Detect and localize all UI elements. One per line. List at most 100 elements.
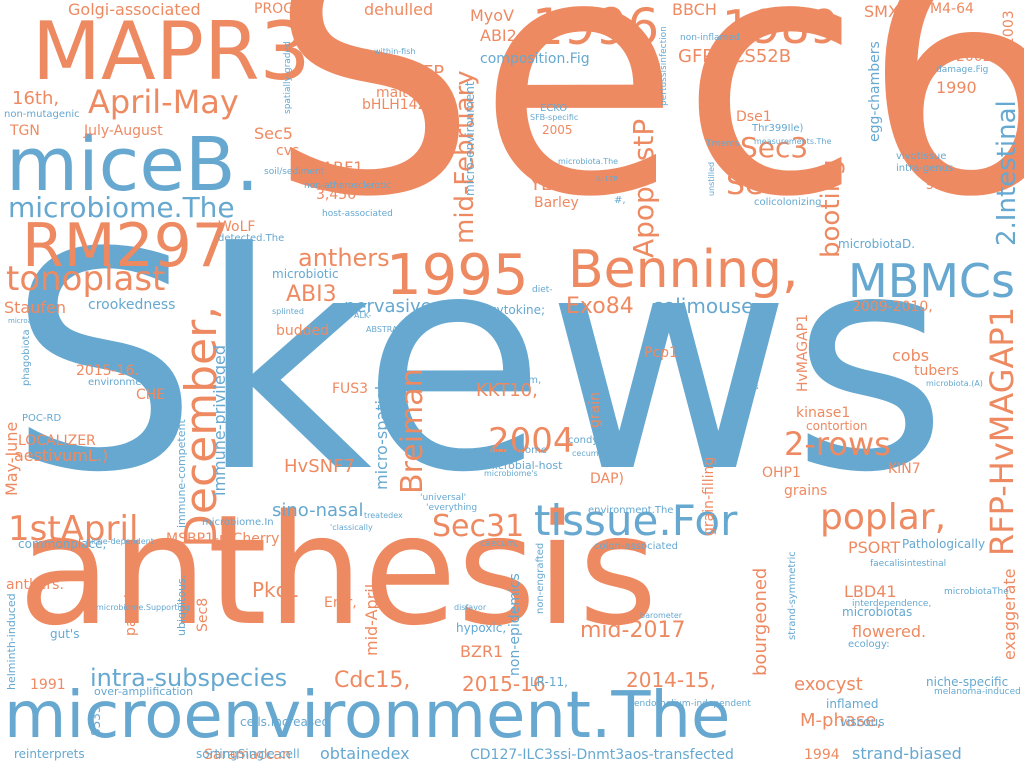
cloud-word: 'everything <box>426 503 478 513</box>
cloud-word: Cdc15, <box>334 668 411 693</box>
cloud-word: 1stApril <box>8 509 139 549</box>
cloud-word: LOCALIZER <box>18 433 96 449</box>
cloud-word: non-mutagenic <box>4 109 80 120</box>
cloud-word: Emr, <box>324 595 357 611</box>
cloud-word: 2015-16. <box>76 363 139 379</box>
cloud-word: Golgi-associated <box>68 0 201 19</box>
cloud-word: May-June <box>2 421 21 496</box>
cloud-word: microbiotaThe <box>944 587 1009 597</box>
cloud-word: micro-biome <box>484 445 547 456</box>
cloud-word: intra-genus <box>896 163 954 174</box>
cloud-word: Sec4 <box>726 167 800 202</box>
cloud-word: 3,456 <box>316 187 357 203</box>
cloud-word: egg-chambers <box>867 41 883 142</box>
cloud-word: ABI2, <box>480 26 522 45</box>
cloud-word: Boi1-GFP <box>362 62 445 83</box>
cloud-word: TGN <box>10 123 40 139</box>
cloud-word: GFP-CCS52B <box>678 46 792 67</box>
cloud-word: condyloma <box>568 435 623 446</box>
cloud-word: CD127-ILC3ssi-Dnmt3aos-transfected <box>470 747 734 763</box>
cloud-word: strand-symmetric <box>787 551 798 640</box>
cloud-word: peritoneum, <box>480 375 542 386</box>
cloud-word: poplar, <box>820 497 947 538</box>
cloud-word: Sec5 <box>254 124 293 143</box>
cloud-word: cvs. <box>276 143 304 159</box>
cloud-word: contortion <box>806 419 868 433</box>
cloud-word: CHE <box>136 387 166 403</box>
cloud-word: grains <box>784 483 828 499</box>
cloud-word: 2009-2010, <box>852 299 933 315</box>
cloud-word: anthers. <box>6 577 64 593</box>
cloud-word: PROG-2-5 <box>254 1 322 17</box>
cloud-word: anthers <box>298 244 390 272</box>
cloud-word: MBMCs <box>848 254 1016 308</box>
cloud-word: over-amplification <box>94 685 194 698</box>
cloud-word: immune-competent <box>175 419 188 528</box>
cloud-word: anthesis <box>18 482 658 659</box>
cloud-word: non-atherosclerotic <box>304 181 392 191</box>
cloud-word: niche-dependent <box>86 537 154 546</box>
cloud-word: Barley <box>534 195 579 211</box>
cloud-word: 1989 <box>722 0 840 54</box>
cloud-word: Sec3 <box>740 131 809 164</box>
cloud-word: environment.The <box>588 505 674 516</box>
cloud-word: bHLH142 <box>362 97 427 113</box>
cloud-word: BBCH <box>672 0 717 19</box>
cloud-word: sino-nasal <box>272 500 364 521</box>
cloud-word: SFB-specific <box>530 113 579 122</box>
cloud-word: interdependence, <box>852 599 932 609</box>
cloud-word: grain-filling <box>701 456 717 536</box>
cloud-word: kinase1 <box>796 405 851 421</box>
cloud-word: microbiotas <box>842 605 913 619</box>
cloud-word: Benning, <box>568 240 799 300</box>
cloud-word: 2-rows <box>784 425 891 463</box>
cloud-word: diet- <box>532 285 553 295</box>
cloud-word: POC-RD <box>22 413 62 424</box>
cloud-word: KKT10, <box>476 380 538 401</box>
cloud-word: 'universal' <box>420 493 467 503</box>
cloud-word: microbiome.In <box>202 517 274 528</box>
cloud-word: ECKO <box>540 103 568 114</box>
cloud-word: July-August <box>84 123 163 139</box>
cloud-word: Tmems <box>706 139 740 149</box>
cloud-word: barometer <box>640 611 683 620</box>
cloud-word: Exo84 <box>566 294 634 319</box>
cloud-word: pertussisinfection <box>659 26 669 106</box>
cloud-word: 2005 <box>542 123 573 137</box>
cloud-word: vivotissue <box>896 151 947 162</box>
cloud-word: phagobiota <box>21 329 32 386</box>
cloud-word: aestivumL.) <box>14 446 109 465</box>
cloud-word: hypoxic, <box>456 621 507 635</box>
cloud-word: Pkc1 <box>252 578 300 602</box>
cloud-word: grain <box>587 392 603 428</box>
cloud-word: non-epidemics <box>507 573 523 676</box>
cloud-word: microbiotaD. <box>838 237 916 251</box>
cloud-word: commonplace, <box>18 537 107 551</box>
cloud-word: 2014-15, <box>626 668 716 692</box>
cloud-word: 1996 <box>532 0 660 56</box>
cloud-word: #, <box>614 195 626 206</box>
cloud-word: inflamed <box>826 697 879 711</box>
cloud-word: Sec31 <box>432 509 525 544</box>
cloud-word: cytokine; <box>490 303 546 317</box>
cloud-word: measurements.The <box>754 137 832 146</box>
cloud-word: composition.Fig <box>480 51 590 67</box>
cloud-word: non-inflamed <box>680 33 740 43</box>
cloud-word: caecum, <box>480 539 519 549</box>
cloud-word: Sec8 <box>195 597 211 632</box>
cloud-word: DAP) <box>590 471 625 487</box>
cloud-word: detected.The <box>218 233 285 244</box>
cloud-word: gut's <box>50 627 80 641</box>
cloud-word: dehulled <box>364 0 434 19</box>
cloud-word: microbial-host <box>484 459 563 472</box>
cloud-word: 1990 <box>936 78 977 97</box>
cloud-word: splinted <box>272 307 304 316</box>
cloud-word: miceB. <box>6 122 260 208</box>
cloud-word: 1994 <box>804 747 840 763</box>
cloud-word: ARF1, <box>322 158 369 177</box>
cloud-word: cells.Increased <box>240 715 330 729</box>
cloud-word: RM297 <box>22 211 230 281</box>
cloud-word: viscous <box>840 715 885 729</box>
cloud-word: 1995 <box>386 243 529 308</box>
